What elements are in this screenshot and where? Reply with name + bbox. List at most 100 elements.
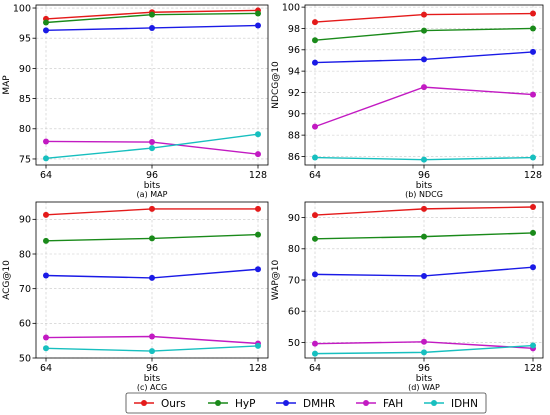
legend-marker [141,400,147,406]
data-point [255,205,261,212]
x-tick-label: 96 [418,170,430,181]
series-hyp [43,231,261,244]
series-dmhr [312,264,536,279]
x-tick-label: 96 [418,363,430,374]
legend-marker [283,400,289,406]
legend-entry-idhn: IDHN [424,398,478,410]
data-point [530,25,536,32]
x-tick-label: 128 [249,170,267,181]
data-point [312,37,318,44]
y-tick-label: 50 [288,338,300,349]
data-point [43,334,49,341]
data-point [149,11,155,18]
y-tick-label: 80 [19,124,31,135]
data-point [312,340,318,347]
data-point [530,229,536,236]
data-point [43,345,49,352]
legend-marker [363,400,369,406]
panel-2: 64 96 128 86 88 90 92 94 96 98 100 bits(b) NDCG NDCG… [271,3,544,199]
data-point [149,24,155,31]
x-tick-label: 64 [40,363,52,374]
y-tick-label: 86 [288,152,300,163]
y-tick-label: 94 [288,67,300,78]
y-tick-label: 92 [288,88,300,99]
x-axis-label: bits [416,374,433,384]
y-tick-label: 80 [19,249,31,260]
data-point [43,27,49,34]
data-point [149,348,155,355]
data-point [421,338,427,345]
y-tick-label: 90 [19,215,31,226]
data-point [255,22,261,29]
legend-entry-fah: FAH [356,398,403,410]
series-fah [43,138,261,158]
series-hyp [312,229,536,242]
y-tick-label: 70 [288,275,300,286]
data-point [43,138,49,145]
data-point [149,333,155,340]
data-point [312,19,318,26]
y-tick-label: 80 [288,244,300,255]
series-idhn [43,342,261,355]
series-hyp [312,25,536,44]
data-point [255,151,261,158]
y-tick-label: 90 [19,64,31,75]
y-tick-label: 88 [288,131,300,142]
data-point [421,272,427,279]
legend-label: HyP [235,398,255,410]
y-axis-label: NDCG@10 [271,61,281,109]
y-tick-label: 90 [288,109,300,120]
legend-marker [215,400,221,406]
y-tick-label: 100 [282,3,300,14]
data-point [255,266,261,273]
x-axis-label: bits [144,374,161,384]
series-dmhr [43,22,261,34]
series-fah [43,333,261,347]
data-point [312,350,318,357]
data-point [530,264,536,271]
data-point [43,237,49,244]
series-ours [43,205,261,218]
data-point [530,10,536,17]
legend-entry-hyp: HyP [208,398,255,410]
data-point [43,272,49,279]
y-tick-label: 70 [19,284,31,295]
data-point [149,205,155,212]
panel-caption: (d) WAP [408,383,440,392]
y-axis-label: ACG@10 [2,260,12,300]
data-point [312,59,318,66]
data-point [421,27,427,34]
data-point [421,349,427,356]
data-point [530,342,536,349]
x-tick-label: 64 [309,363,321,374]
data-point [149,274,155,281]
series-fah [312,84,536,130]
data-point [421,56,427,63]
y-tick-label: 75 [19,154,31,165]
legend-label: FAH [383,398,403,410]
legend-label: DMHR [303,398,335,410]
y-tick-label: 98 [288,24,300,35]
data-point [312,235,318,242]
x-tick-label: 96 [146,170,158,181]
data-point [149,145,155,152]
series-idhn [43,131,261,162]
grid [305,202,543,358]
x-tick-label: 128 [249,363,267,374]
data-point [255,231,261,238]
series-idhn [312,342,536,357]
legend-entry-ours: Ours [134,398,186,410]
y-axis-label: MAP [2,75,12,95]
x-axis-label: bits [416,181,433,191]
y-tick-label: 100 [13,3,31,14]
data-point [530,91,536,98]
data-point [421,205,427,212]
data-point [312,154,318,161]
legend-label: IDHN [451,398,478,410]
data-point [255,342,261,349]
panel-caption: (a) MAP [137,190,168,199]
x-tick-label: 128 [524,363,542,374]
series-dmhr [312,48,536,66]
y-tick-label: 60 [288,307,300,318]
